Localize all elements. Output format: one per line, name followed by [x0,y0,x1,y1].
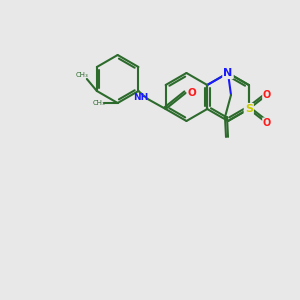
Text: S: S [245,104,253,114]
Text: O: O [187,88,196,98]
Text: N: N [224,68,232,78]
Text: NH: NH [133,92,148,101]
Text: CH₃: CH₃ [92,100,105,106]
Text: O: O [263,90,271,100]
Text: O: O [263,118,271,128]
Text: CH₃: CH₃ [76,72,88,78]
